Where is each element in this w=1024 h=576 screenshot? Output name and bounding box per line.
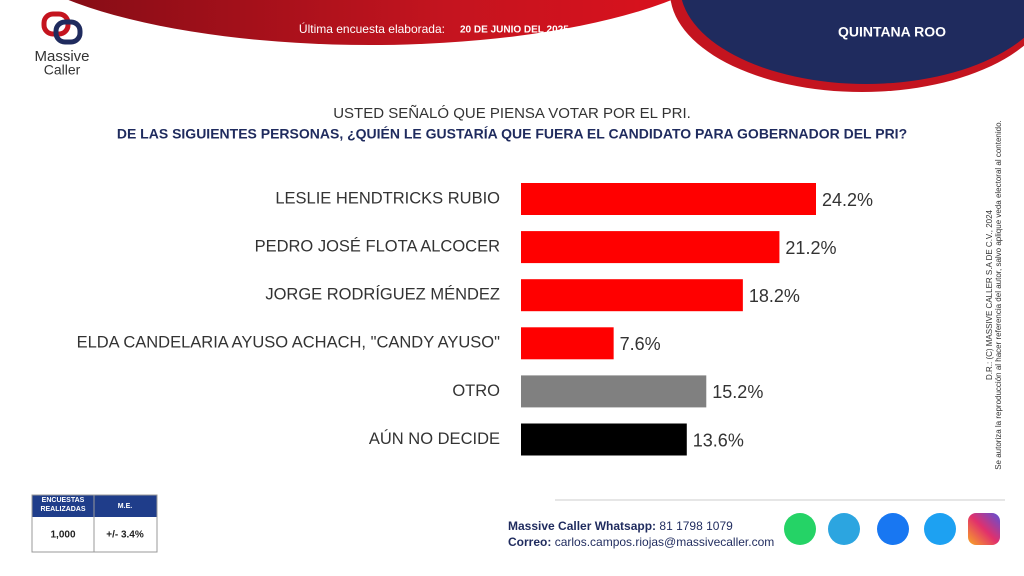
category-label: ELDA CANDELARIA AYUSO ACHACH, "CANDY AYU… xyxy=(77,334,501,352)
table-cell: 1,000 xyxy=(50,530,75,541)
whatsapp-icon[interactable] xyxy=(784,513,816,545)
contact-value: carlos.campos.riojas@massivecaller.com xyxy=(555,535,775,549)
category-label: PEDRO JOSÉ FLOTA ALCOCER xyxy=(255,236,501,255)
bar xyxy=(521,327,614,360)
bar xyxy=(521,423,687,456)
value-label: 21.2% xyxy=(785,238,836,258)
bar xyxy=(521,231,780,264)
category-label: LESLIE HENDTRICKS RUBIO xyxy=(275,189,500,207)
brand: Caller xyxy=(44,62,81,78)
contact-value: 81 1798 1079 xyxy=(659,519,733,533)
contact: Massive Caller Whatsapp: 81 1798 1079 xyxy=(508,519,733,533)
side-note: D.R.: (C) MASSIVE CALLER S.A DE C.V., 20… xyxy=(985,209,994,380)
header-region-band xyxy=(681,0,1024,84)
value-label: 7.6% xyxy=(620,334,661,354)
survey-label: Última encuesta elaborada: xyxy=(299,21,445,36)
logo xyxy=(41,11,83,45)
table-cell: +/- 3.4% xyxy=(106,530,144,541)
header-band xyxy=(68,0,672,45)
chart-title: DE LAS SIGUIENTES PERSONAS, ¿QUIÉN LE GU… xyxy=(117,126,907,142)
region: QUINTANA ROO xyxy=(838,24,946,40)
bar xyxy=(521,279,743,312)
info-table xyxy=(31,494,158,553)
contact: Correo: carlos.campos.riojas@massivecall… xyxy=(508,535,774,549)
contact-label: Correo: xyxy=(508,535,551,549)
value-label: 13.6% xyxy=(693,430,744,450)
chart-subtitle: USTED SEÑALÓ QUE PIENSA VOTAR POR EL PRI… xyxy=(333,105,691,122)
contact-label: Massive Caller Whatsapp: xyxy=(508,519,656,533)
value-label: 15.2% xyxy=(712,382,763,402)
bar xyxy=(521,375,707,408)
facebook-icon[interactable] xyxy=(877,513,909,545)
value-label: 18.2% xyxy=(749,286,800,306)
category-label: AÚN NO DECIDE xyxy=(369,429,500,448)
instagram-icon[interactable] xyxy=(968,513,1000,545)
category-label: OTRO xyxy=(452,382,500,400)
table-header-word: REALIZADAS xyxy=(40,506,85,513)
side-note: Se autoriza la reproducción al hacer ref… xyxy=(994,120,1003,470)
bar xyxy=(521,183,816,215)
telegram-icon[interactable] xyxy=(828,513,860,545)
survey-date: 20 DE JUNIO DEL 2025 xyxy=(460,25,569,36)
value-label: 24.2% xyxy=(822,190,873,210)
category-label: JORGE RODRÍGUEZ MÉNDEZ xyxy=(265,285,500,304)
brand: Massive xyxy=(34,48,89,65)
table-header: M.E. xyxy=(118,503,132,510)
table-header-word: ENCUESTAS xyxy=(42,497,85,504)
twitter-icon[interactable] xyxy=(924,513,956,545)
table-header: ENCUESTAS REALIZADAS xyxy=(40,497,85,513)
